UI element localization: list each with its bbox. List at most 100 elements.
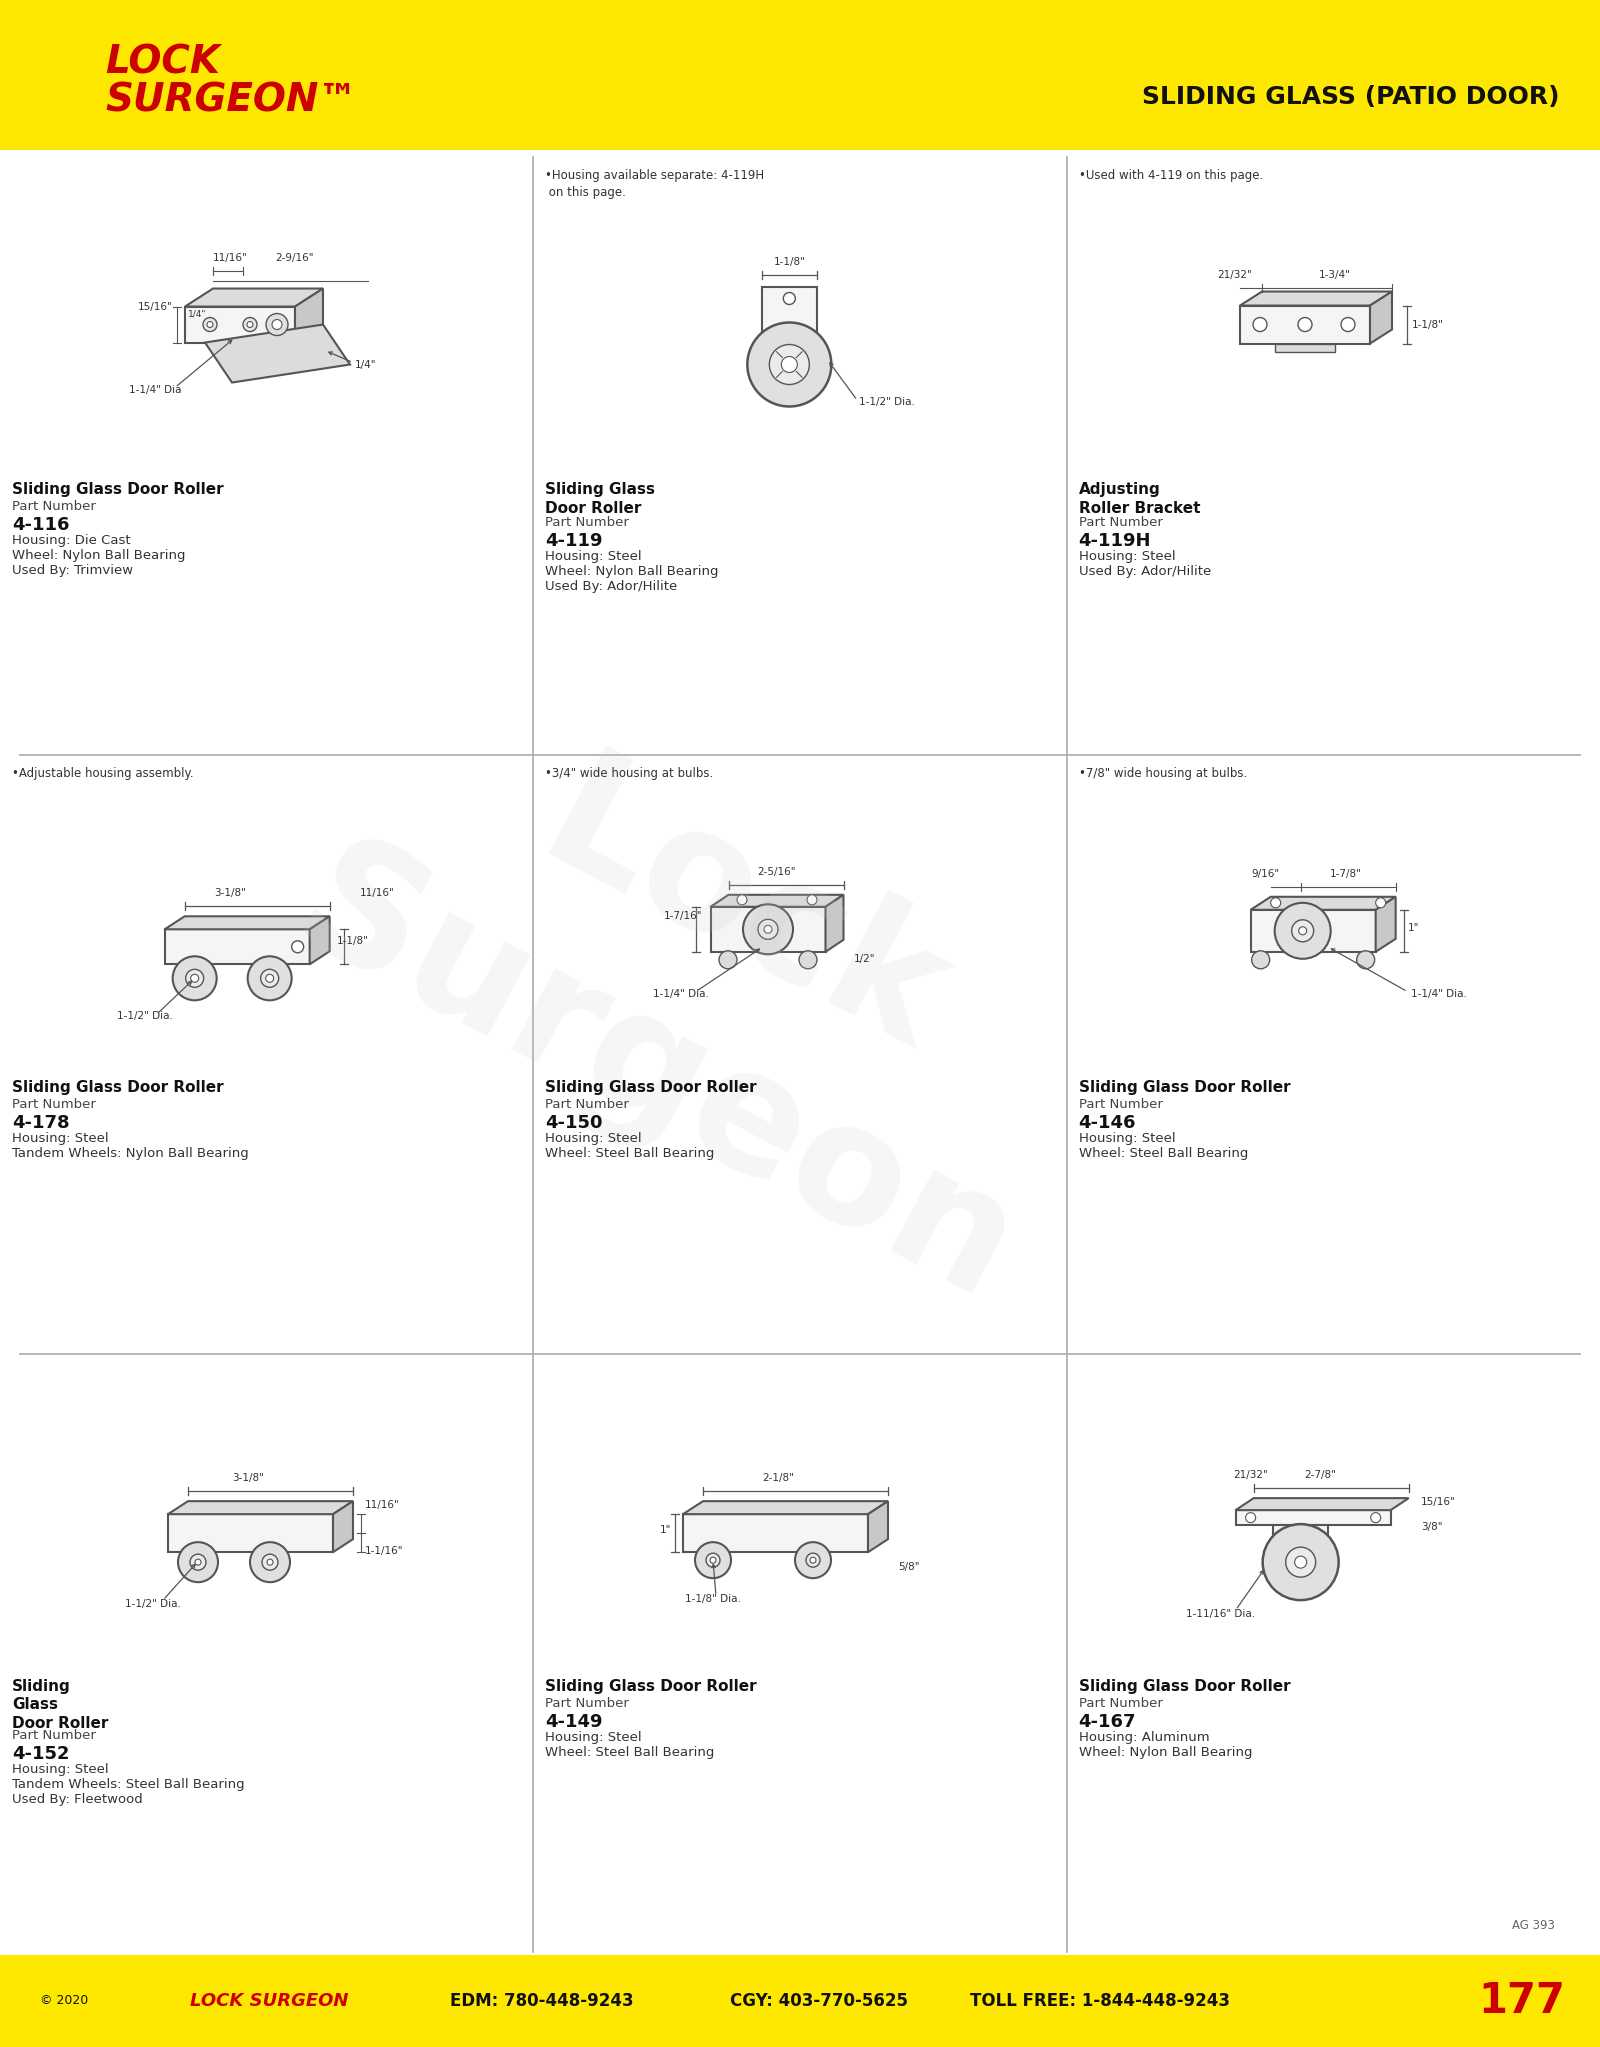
- Circle shape: [758, 919, 778, 940]
- Text: Lock
Surgeon: Lock Surgeon: [270, 657, 1130, 1337]
- Bar: [683, 1515, 867, 1552]
- Text: 1-1/8": 1-1/8": [336, 935, 368, 946]
- Text: 3-1/8": 3-1/8": [214, 888, 246, 899]
- Circle shape: [267, 1560, 274, 1566]
- Text: Adjusting
Roller Bracket: Adjusting Roller Bracket: [1078, 483, 1200, 516]
- Text: 11/16": 11/16": [365, 1500, 400, 1511]
- Circle shape: [798, 950, 818, 968]
- Text: Sliding Glass Door Roller: Sliding Glass Door Roller: [13, 483, 224, 497]
- Circle shape: [1376, 899, 1386, 907]
- Text: 2-5/16": 2-5/16": [758, 866, 797, 876]
- Circle shape: [262, 1554, 278, 1570]
- Polygon shape: [1240, 291, 1392, 305]
- Circle shape: [190, 974, 198, 983]
- Text: Tandem Wheels: Steel Ball Bearing: Tandem Wheels: Steel Ball Bearing: [13, 1777, 245, 1791]
- Bar: [762, 287, 818, 342]
- Text: Part Number: Part Number: [13, 499, 96, 514]
- Polygon shape: [826, 895, 843, 952]
- Circle shape: [195, 1560, 202, 1566]
- Text: Sliding Glass Door Roller: Sliding Glass Door Roller: [546, 1081, 757, 1095]
- Text: © 2020: © 2020: [40, 1994, 88, 2008]
- Polygon shape: [165, 917, 330, 929]
- Text: 177: 177: [1478, 1979, 1565, 2022]
- Bar: [1251, 909, 1376, 952]
- Text: Wheel: Nylon Ball Bearing: Wheel: Nylon Ball Bearing: [1078, 1746, 1253, 1758]
- Text: Housing: Steel: Housing: Steel: [546, 551, 642, 563]
- Text: Housing: Die Cast: Housing: Die Cast: [13, 534, 131, 547]
- Text: 1/2": 1/2": [853, 954, 875, 964]
- Text: 1": 1": [659, 1525, 670, 1535]
- Text: 1-1/4" Dia: 1-1/4" Dia: [128, 385, 181, 395]
- Text: Sliding Glass Door Roller: Sliding Glass Door Roller: [546, 1679, 757, 1693]
- Text: 4-119: 4-119: [546, 532, 603, 551]
- Text: 21/32": 21/32": [1218, 270, 1253, 280]
- Text: LOCK SURGEON: LOCK SURGEON: [190, 1992, 349, 2010]
- Circle shape: [1246, 1513, 1256, 1523]
- Text: SURGEON™: SURGEON™: [106, 82, 357, 119]
- Text: Wheel: Steel Ball Bearing: Wheel: Steel Ball Bearing: [546, 1746, 715, 1758]
- Text: 21/32": 21/32": [1234, 1470, 1269, 1480]
- Text: Part Number: Part Number: [546, 1697, 629, 1709]
- Text: 2-1/8": 2-1/8": [762, 1474, 794, 1484]
- Circle shape: [795, 1541, 830, 1578]
- Bar: [165, 929, 310, 964]
- Circle shape: [1298, 317, 1312, 332]
- Text: 1/4": 1/4": [355, 360, 376, 371]
- Text: Housing: Steel: Housing: Steel: [1078, 1132, 1176, 1146]
- Circle shape: [747, 323, 832, 407]
- Circle shape: [738, 895, 747, 905]
- Text: 1-1/8" Dia.: 1-1/8" Dia.: [685, 1595, 741, 1605]
- Text: 4-167: 4-167: [1078, 1713, 1136, 1732]
- Polygon shape: [294, 289, 323, 342]
- Circle shape: [266, 974, 274, 983]
- Text: 1-1/8": 1-1/8": [773, 256, 805, 266]
- Text: TOLL FREE: 1-844-448-9243: TOLL FREE: 1-844-448-9243: [970, 1992, 1230, 2010]
- Text: 2-7/8": 2-7/8": [1304, 1470, 1336, 1480]
- Text: •Housing available separate: 4-119H
 on this page.: •Housing available separate: 4-119H on t…: [546, 170, 765, 199]
- Polygon shape: [683, 1500, 888, 1515]
- Text: 4-150: 4-150: [546, 1114, 603, 1132]
- Polygon shape: [205, 325, 350, 383]
- Bar: [168, 1515, 333, 1552]
- Text: 1-7/8": 1-7/8": [1330, 868, 1362, 878]
- Text: Sliding Glass Door Roller: Sliding Glass Door Roller: [1078, 1679, 1290, 1693]
- Text: 1-1/2" Dia.: 1-1/2" Dia.: [859, 397, 915, 407]
- Bar: [1240, 305, 1370, 344]
- Text: 1/4": 1/4": [189, 309, 206, 319]
- Bar: [1275, 344, 1334, 352]
- Text: Sliding Glass
Door Roller: Sliding Glass Door Roller: [546, 483, 656, 516]
- Text: EDM: 780-448-9243: EDM: 780-448-9243: [450, 1992, 634, 2010]
- Text: 4-119H: 4-119H: [1078, 532, 1150, 551]
- Bar: [1274, 1525, 1328, 1568]
- Text: 1": 1": [1408, 923, 1419, 933]
- Text: 1-11/16" Dia.: 1-11/16" Dia.: [1186, 1609, 1256, 1619]
- Text: Part Number: Part Number: [1078, 1099, 1163, 1112]
- Text: 9/16": 9/16": [1251, 868, 1280, 878]
- Text: Part Number: Part Number: [1078, 516, 1163, 528]
- Circle shape: [190, 1554, 206, 1570]
- Circle shape: [186, 970, 203, 987]
- Text: Wheel: Steel Ball Bearing: Wheel: Steel Ball Bearing: [546, 1148, 715, 1161]
- Circle shape: [718, 950, 738, 968]
- Text: Housing: Steel: Housing: Steel: [1078, 551, 1176, 563]
- Circle shape: [1251, 950, 1270, 968]
- Circle shape: [1286, 1548, 1315, 1576]
- Text: Housing: Steel: Housing: Steel: [546, 1132, 642, 1146]
- Text: 1-1/16": 1-1/16": [365, 1545, 403, 1556]
- Polygon shape: [710, 895, 843, 907]
- Circle shape: [1357, 950, 1374, 968]
- Text: Sliding
Glass
Door Roller: Sliding Glass Door Roller: [13, 1679, 109, 1732]
- Text: •Adjustable housing assembly.: •Adjustable housing assembly.: [13, 768, 194, 780]
- Text: 1-1/4" Dia.: 1-1/4" Dia.: [653, 989, 709, 999]
- Circle shape: [250, 1541, 290, 1582]
- Circle shape: [173, 956, 216, 1001]
- Circle shape: [1299, 927, 1307, 935]
- Text: 1-3/4": 1-3/4": [1318, 270, 1350, 280]
- Circle shape: [806, 895, 818, 905]
- Text: 1-1/8": 1-1/8": [1413, 319, 1443, 330]
- Text: 11/16": 11/16": [360, 888, 395, 899]
- Polygon shape: [1370, 291, 1392, 344]
- Circle shape: [1275, 903, 1331, 958]
- Circle shape: [1291, 919, 1314, 942]
- Circle shape: [742, 905, 794, 954]
